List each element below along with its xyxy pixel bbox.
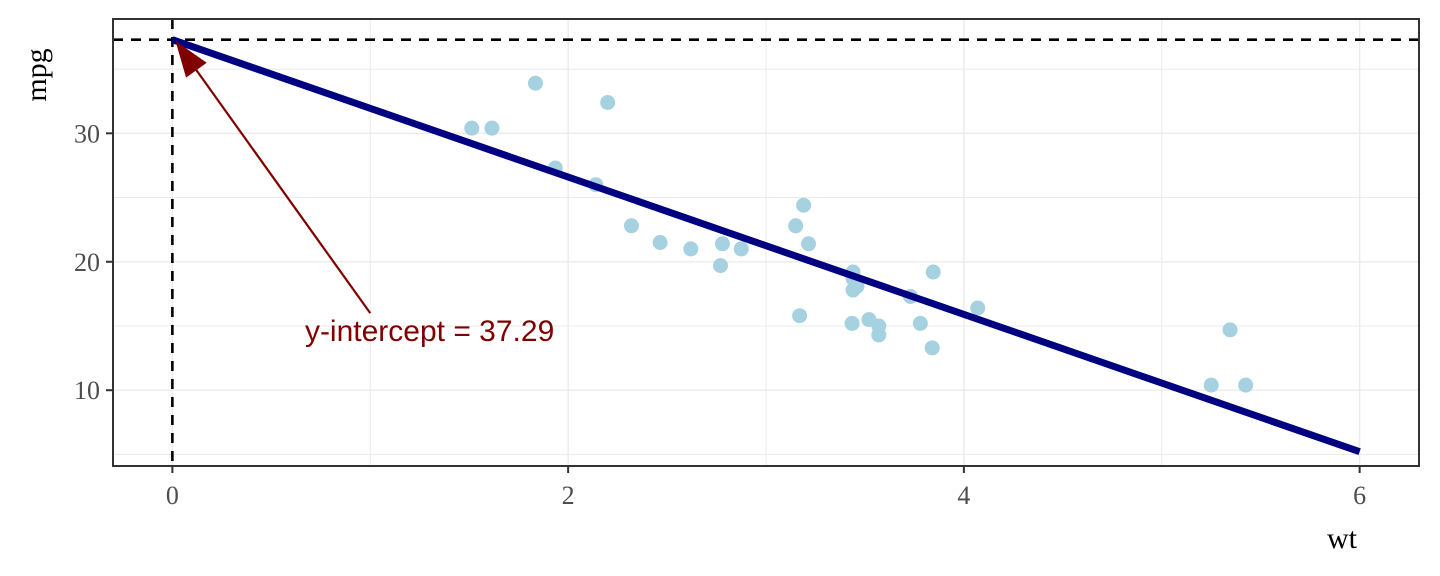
panel-border [112,18,1420,467]
y-axis-ticks: 10 20 30 [74,119,113,405]
annotation-arrow-shaft [195,69,372,314]
data-point [464,120,480,136]
data-point [652,235,668,250]
y-tick-label: 30 [74,119,100,148]
data-point [788,218,804,234]
data-point [801,236,817,252]
data-point [733,241,749,257]
data-point [623,218,639,234]
x-tick-label: 2 [562,481,575,510]
y-tick-label: 10 [74,376,100,405]
x-tick-label: 4 [957,481,970,510]
data-point [1238,377,1254,393]
data-point [683,241,699,257]
data-point [600,94,616,110]
data-point [714,236,730,252]
x-tick-label: 0 [166,481,179,510]
reference-lines [113,19,1419,466]
data-point [484,120,500,136]
regression-line-group [171,36,1361,456]
data-point [845,282,861,298]
minor-gridlines [113,19,1419,466]
data-point [1203,377,1219,393]
annotation-label: y-intercept = 37.29 [305,315,554,348]
data-point [527,75,543,91]
y-tick-label: 20 [74,248,100,277]
x-axis-title: wt [1327,522,1358,555]
y-axis-title: mpg [20,48,53,101]
major-gridlines [113,19,1419,466]
x-axis-ticks: 0 2 4 6 [166,466,1366,510]
data-point [1222,322,1238,338]
regression-line [171,36,1361,456]
data-point [796,197,812,213]
annotation-arrowhead [175,40,207,78]
data-point [970,300,986,316]
data-point [844,315,860,331]
data-point [924,340,940,356]
annotation-group: y-intercept = 37.29 [175,40,554,348]
x-tick-label: 6 [1353,481,1366,510]
data-point [871,318,887,334]
data-point [712,258,728,274]
data-point [925,264,941,280]
data-point [912,315,928,331]
data-point [792,308,808,324]
